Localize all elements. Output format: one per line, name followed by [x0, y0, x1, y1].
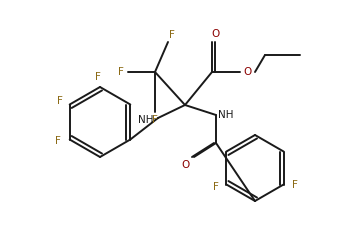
Text: O: O	[182, 160, 190, 170]
Text: F: F	[214, 182, 219, 191]
Text: F: F	[95, 72, 101, 82]
Text: F: F	[118, 67, 124, 77]
Text: F: F	[57, 97, 63, 106]
Text: F: F	[152, 115, 158, 125]
Text: NH: NH	[218, 110, 234, 120]
Text: F: F	[292, 180, 297, 189]
Text: F: F	[169, 30, 175, 40]
Text: F: F	[55, 137, 61, 146]
Text: O: O	[211, 29, 219, 39]
Text: NH: NH	[138, 115, 154, 125]
Text: O: O	[244, 67, 252, 77]
